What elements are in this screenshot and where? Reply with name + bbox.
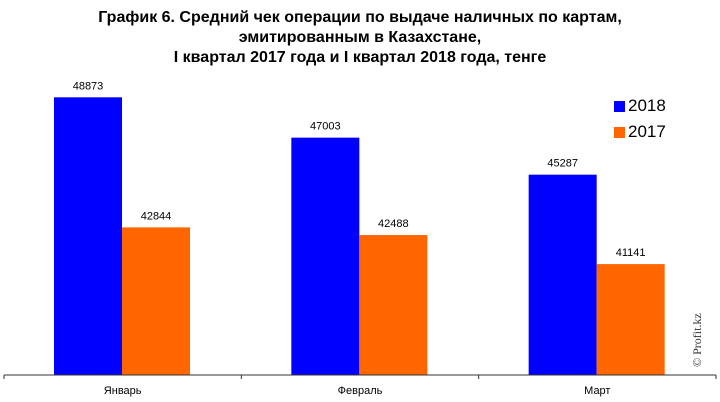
legend-swatch-2018 [614,100,625,112]
legend-label-2018: 2018 [628,96,666,115]
data-label-2018-1: 48873 [73,80,104,92]
data-label-2017-1: 42844 [141,210,172,222]
data-label-2018-2: 47003 [310,121,341,133]
legend-item-2017: 2017 [614,119,666,145]
chart-title-line-2: эмитированным в Казахстане, [238,29,482,46]
watermark: © Profit.kz [690,313,704,367]
bar-2017-3 [596,264,665,375]
chart-title-line-1: График 6. Средний чек операции по выдаче… [98,9,622,26]
x-tick-label: Март [584,385,610,397]
bar-2018-3 [528,174,597,375]
data-label-2018-3: 45287 [547,158,578,170]
data-label-2017-3: 41141 [616,247,646,259]
legend: 2018 2017 [614,93,666,145]
legend-label-2017: 2017 [628,122,666,141]
bar-2018-1 [54,97,122,375]
chart-title: График 6. Средний чек операции по выдаче… [0,8,720,68]
bar-2017-1 [122,227,190,375]
legend-item-2018: 2018 [614,93,666,119]
data-label-2017-2: 42488 [378,218,409,230]
legend-swatch-2017 [614,126,625,138]
x-tick-label: Январь [104,385,142,397]
x-tick-label: Февраль [338,385,383,397]
bar-2017-2 [359,235,428,375]
chart-title-line-3: I квартал 2017 года и I квартал 2018 год… [173,49,547,66]
bar-2018-2 [291,137,360,375]
